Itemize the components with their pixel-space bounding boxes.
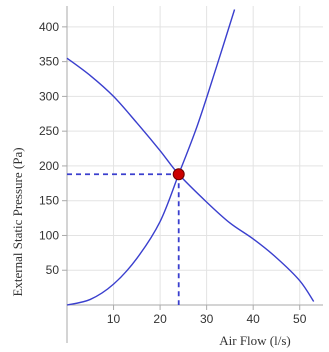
x-tick-label: 50 <box>293 312 307 326</box>
x-axis-label: Air Flow (l/s) <box>219 333 291 348</box>
grid-lines <box>67 6 323 305</box>
y-tick-label: 150 <box>39 194 59 208</box>
y-tick-label: 300 <box>39 89 59 103</box>
y-tick-label: 200 <box>39 159 59 173</box>
x-tick-label: 10 <box>107 312 121 326</box>
x-tick-label: 30 <box>200 312 214 326</box>
axes <box>62 6 323 343</box>
y-tick-label: 350 <box>39 55 59 69</box>
y-axis-label: External Static Pressure (Pa) <box>10 147 25 296</box>
operating-point-marker <box>173 169 184 180</box>
operating-point-dot <box>173 169 184 180</box>
y-tick-label: 400 <box>39 20 59 34</box>
y-tick-label: 50 <box>46 263 60 277</box>
y-tick-label: 250 <box>39 124 59 138</box>
data-series <box>67 9 314 305</box>
series-line-1 <box>67 58 314 301</box>
tick-labels: 10 20 30 40 50 50 100 150 200 250 300 350 400 <box>39 20 307 326</box>
x-tick-label: 40 <box>247 312 261 326</box>
operating-point-guides <box>67 174 179 305</box>
series-line-2 <box>67 9 235 305</box>
x-tick-label: 20 <box>153 312 167 326</box>
y-tick-label: 100 <box>39 228 59 242</box>
